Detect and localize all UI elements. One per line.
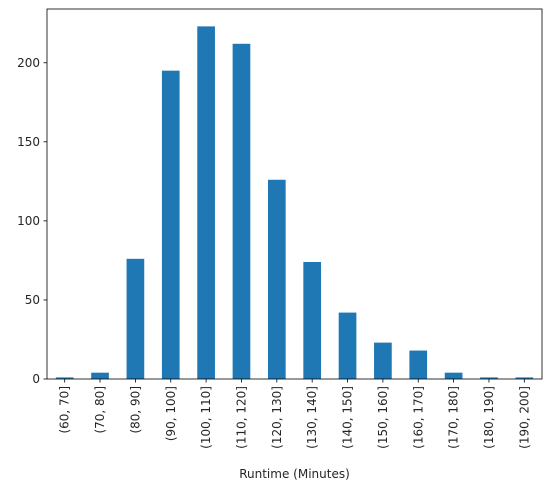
- x-tick-label-7: (130, 140]: [305, 386, 319, 449]
- bar-6: [267, 179, 286, 379]
- x-tick-label-3: (90, 100]: [164, 386, 178, 441]
- y-tick-label-3: 150: [17, 135, 40, 149]
- bar-7: [303, 261, 322, 379]
- y-tick-label-4: 200: [17, 56, 40, 70]
- x-axis: (60, 70] (70, 80] (80, 90] (90, 100] (100, 1…: [58, 379, 531, 449]
- y-tick-label-2: 100: [17, 214, 40, 228]
- bar-1: [91, 372, 109, 379]
- bar-0: [55, 377, 74, 379]
- x-tick-label-13: (190, 200]: [517, 386, 531, 449]
- x-tick-label-9: (150, 160]: [376, 386, 390, 449]
- bar-10: [409, 350, 428, 379]
- bar-5: [232, 43, 251, 380]
- x-tick-label-4: (100, 110]: [199, 386, 213, 449]
- x-tick-label-6: (120, 130]: [270, 386, 284, 449]
- bar-4: [197, 26, 215, 380]
- x-tick-label-5: (110, 120]: [234, 386, 248, 449]
- bar-8: [338, 312, 357, 379]
- bar-9: [374, 342, 392, 379]
- y-tick-label-1: 50: [25, 293, 40, 307]
- x-tick-label-1: (70, 80]: [93, 386, 107, 434]
- bar-3: [161, 70, 180, 380]
- x-tick-label-10: (160, 170]: [411, 386, 425, 449]
- bars-group: [55, 26, 534, 380]
- plot-frame: [46, 8, 543, 380]
- bar-13: [515, 377, 534, 379]
- y-tick-label-0: 0: [32, 372, 40, 386]
- x-tick-label-8: (140, 150]: [341, 386, 355, 449]
- x-tick-label-12: (180, 190]: [482, 386, 496, 449]
- x-axis-title: Runtime (Minutes): [239, 467, 350, 481]
- y-axis: 0 50 100 150 200: [17, 56, 47, 386]
- x-tick-label-0: (60, 70]: [58, 386, 72, 434]
- bar-12: [480, 377, 498, 379]
- bar-2: [126, 258, 145, 379]
- x-tick-label-11: (170, 180]: [447, 386, 461, 449]
- x-tick-label-2: (80, 90]: [128, 386, 142, 434]
- bar-11: [444, 372, 463, 379]
